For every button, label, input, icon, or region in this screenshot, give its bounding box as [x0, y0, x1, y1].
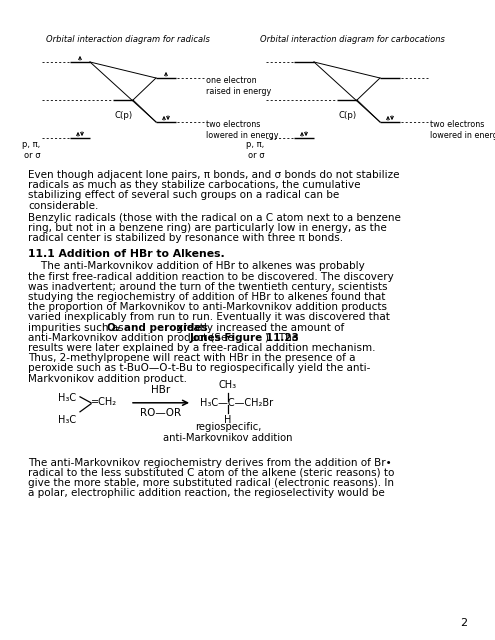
Text: studying the regiochemistry of addition of HBr to alkenes found that: studying the regiochemistry of addition … — [28, 292, 386, 302]
Text: two electrons
lowered in energy: two electrons lowered in energy — [430, 120, 495, 140]
Text: H₃C: H₃C — [58, 415, 76, 425]
Text: the proportion of Markovnikov to anti-Markovnikov addition products: the proportion of Markovnikov to anti-Ma… — [28, 302, 387, 312]
Text: 11.1 Addition of HBr to Alkenes.: 11.1 Addition of HBr to Alkenes. — [28, 250, 225, 259]
Text: a polar, electrophilic addition reaction, the regioselectivity would be: a polar, electrophilic addition reaction… — [28, 488, 385, 499]
Text: =CH₂: =CH₂ — [91, 397, 117, 407]
Text: results were later explained by a free-radical addition mechanism.: results were later explained by a free-r… — [28, 343, 376, 353]
Text: CH₃: CH₃ — [219, 380, 237, 390]
Text: radicals as much as they stabilize carbocations, the cumulative: radicals as much as they stabilize carbo… — [28, 180, 360, 190]
Text: stabilizing effect of several such groups on a radical can be: stabilizing effect of several such group… — [28, 190, 339, 200]
Text: Benzylic radicals (those with the radical on a C atom next to a benzene: Benzylic radicals (those with the radica… — [28, 212, 401, 223]
Text: anti-Markovnikov addition: anti-Markovnikov addition — [163, 433, 293, 443]
Text: regiospecific,: regiospecific, — [195, 422, 261, 432]
Text: HBr: HBr — [151, 385, 171, 395]
Text: Orbital interaction diagram for radicals: Orbital interaction diagram for radicals — [46, 35, 210, 44]
Text: The anti-Markovnikov regiochemistry derives from the addition of Br•: The anti-Markovnikov regiochemistry deri… — [28, 458, 392, 468]
Text: give the more stable, more substituted radical (electronic reasons). In: give the more stable, more substituted r… — [28, 478, 394, 488]
Text: peroxide such as t-BuO—O-t-Bu to regiospecifically yield the anti-: peroxide such as t-BuO—O-t-Bu to regiosp… — [28, 364, 370, 373]
Text: The anti-Markovnikov addition of HBr to alkenes was probably: The anti-Markovnikov addition of HBr to … — [28, 261, 365, 271]
Text: impurities such as: impurities such as — [28, 323, 127, 333]
Text: H₃C—C—CH₂Br: H₃C—C—CH₂Br — [200, 398, 273, 408]
Text: radical center is stabilized by resonance with three π bonds.: radical center is stabilized by resonanc… — [28, 233, 343, 243]
Text: ).  The: ). The — [264, 333, 297, 343]
Text: Jones Figure 11.23: Jones Figure 11.23 — [190, 333, 300, 343]
Text: 2: 2 — [460, 618, 467, 628]
Text: C(p): C(p) — [115, 111, 133, 120]
Text: radical to the less substituted C atom of the alkene (steric reasons) to: radical to the less substituted C atom o… — [28, 468, 395, 478]
Text: Orbital interaction diagram for carbocations: Orbital interaction diagram for carbocat… — [259, 35, 445, 44]
Text: Markvonikov addition product.: Markvonikov addition product. — [28, 374, 187, 383]
Text: varied inexplicably from run to run. Eventually it was discovered that: varied inexplicably from run to run. Eve… — [28, 312, 390, 323]
Text: greatly increased the amount of: greatly increased the amount of — [173, 323, 345, 333]
Text: H₃C: H₃C — [58, 393, 76, 403]
Text: p, π,
or σ: p, π, or σ — [246, 140, 264, 160]
Text: two electrons
lowered in energy: two electrons lowered in energy — [206, 120, 279, 140]
Text: O₂ and peroxides: O₂ and peroxides — [107, 323, 207, 333]
Text: ring, but not in a benzene ring) are particularly low in energy, as the: ring, but not in a benzene ring) are par… — [28, 223, 387, 233]
Text: H: H — [224, 415, 232, 425]
Text: Even though adjacent lone pairs, π bonds, and σ bonds do not stabilize: Even though adjacent lone pairs, π bonds… — [28, 170, 399, 180]
Text: considerable.: considerable. — [28, 200, 99, 211]
Text: was inadvertent; around the turn of the twentieth century, scientists: was inadvertent; around the turn of the … — [28, 282, 388, 292]
Text: C(p): C(p) — [339, 111, 357, 120]
Text: Thus, 2-methylpropene will react with HBr in the presence of a: Thus, 2-methylpropene will react with HB… — [28, 353, 355, 363]
Text: anti-Markovnikov addition product (See: anti-Markovnikov addition product (See — [28, 333, 237, 343]
Text: one electron
raised in energy: one electron raised in energy — [206, 76, 271, 97]
Text: the first free-radical addition reaction to be discovered. The discovery: the first free-radical addition reaction… — [28, 271, 394, 282]
Text: p, π,
or σ: p, π, or σ — [22, 140, 40, 160]
Text: RO—OR: RO—OR — [141, 408, 182, 418]
